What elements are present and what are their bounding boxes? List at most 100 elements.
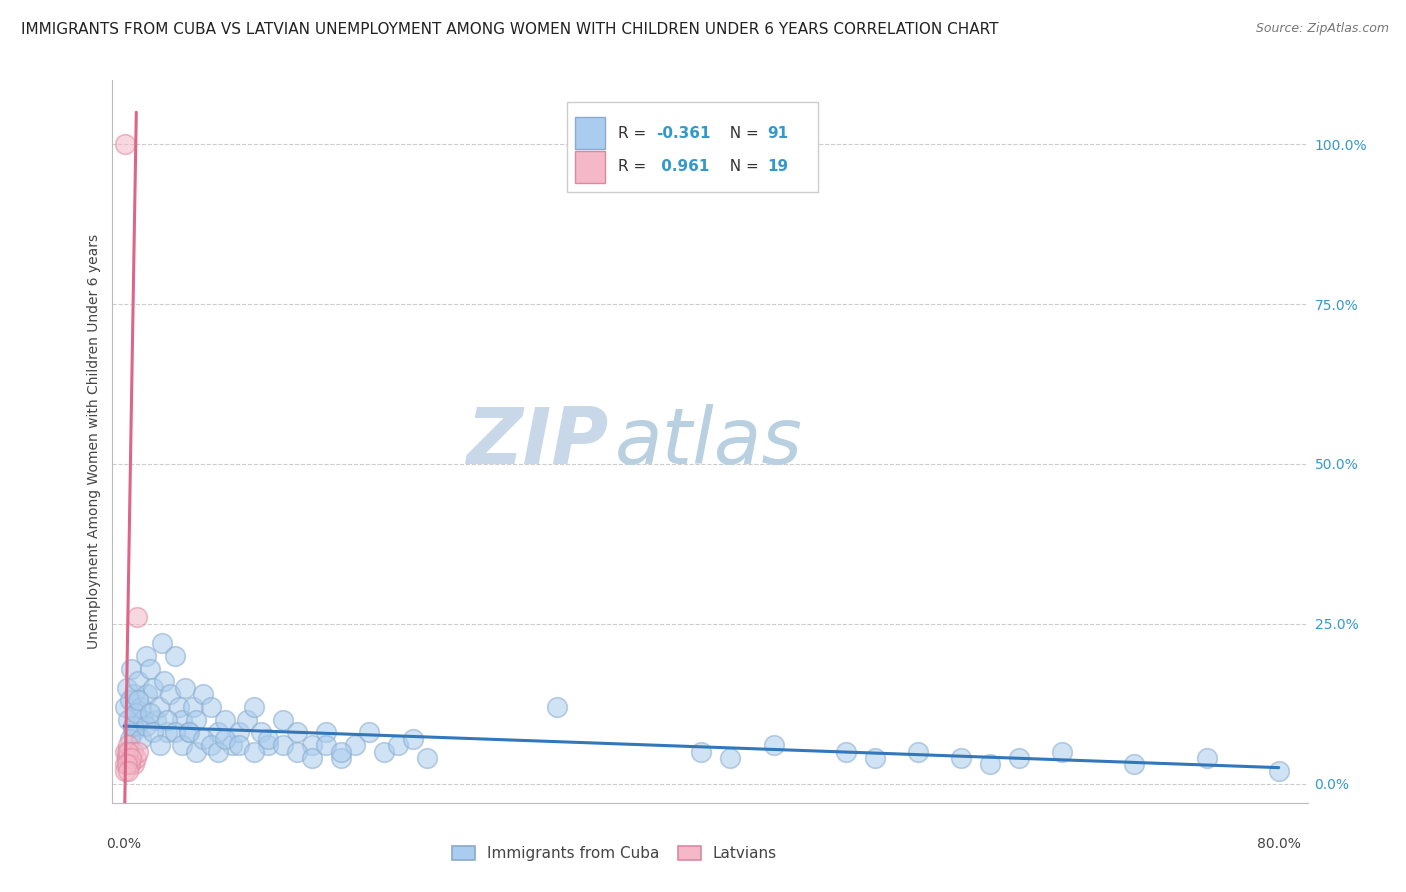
Point	[156, 713, 179, 727]
Text: 0.961: 0.961	[657, 160, 710, 175]
Point	[120, 751, 142, 765]
Point	[170, 713, 193, 727]
Point	[163, 648, 186, 663]
Point	[200, 699, 222, 714]
Point	[117, 745, 139, 759]
Point	[207, 745, 229, 759]
Point	[301, 751, 323, 765]
Point	[170, 738, 193, 752]
Point	[416, 751, 439, 765]
FancyBboxPatch shape	[567, 102, 818, 193]
Point	[863, 751, 886, 765]
Text: 91: 91	[768, 126, 789, 141]
Point	[153, 674, 176, 689]
Point	[315, 725, 337, 739]
Point	[114, 764, 136, 778]
Point	[271, 713, 294, 727]
Point	[127, 693, 149, 707]
Point	[118, 693, 141, 707]
Y-axis label: Unemployment Among Women with Children Under 6 years: Unemployment Among Women with Children U…	[87, 234, 101, 649]
Point	[114, 745, 136, 759]
Point	[114, 757, 136, 772]
Point	[762, 738, 785, 752]
Point	[122, 687, 145, 701]
Point	[121, 719, 143, 733]
Point	[127, 745, 149, 759]
Point	[834, 745, 856, 759]
Point	[150, 636, 173, 650]
Point	[228, 725, 250, 739]
Point	[250, 725, 273, 739]
Point	[167, 699, 190, 714]
Point	[117, 738, 139, 752]
Point	[193, 687, 215, 701]
Point	[139, 706, 162, 721]
Point	[114, 137, 136, 152]
Point	[124, 706, 146, 721]
Point	[221, 738, 243, 752]
Point	[402, 731, 425, 746]
Point	[200, 738, 222, 752]
Point	[243, 699, 266, 714]
Point	[121, 725, 143, 739]
Point	[979, 757, 1001, 772]
Text: R =: R =	[619, 160, 651, 175]
Point	[115, 751, 138, 765]
Point	[315, 738, 337, 752]
Point	[159, 687, 181, 701]
Text: IMMIGRANTS FROM CUBA VS LATVIAN UNEMPLOYMENT AMONG WOMEN WITH CHILDREN UNDER 6 Y: IMMIGRANTS FROM CUBA VS LATVIAN UNEMPLOY…	[21, 22, 998, 37]
Point	[136, 687, 159, 701]
Text: Source: ZipAtlas.com: Source: ZipAtlas.com	[1256, 22, 1389, 36]
Point	[118, 757, 141, 772]
Point	[163, 725, 186, 739]
Point	[207, 725, 229, 739]
Point	[1050, 745, 1073, 759]
Point	[214, 731, 236, 746]
Point	[285, 745, 308, 759]
Point	[122, 757, 145, 772]
Point	[135, 648, 157, 663]
Legend: Immigrants from Cuba, Latvians: Immigrants from Cuba, Latvians	[446, 839, 783, 867]
Point	[114, 699, 136, 714]
Point	[343, 738, 366, 752]
Text: atlas: atlas	[614, 403, 803, 480]
Point	[115, 745, 138, 759]
Point	[329, 751, 352, 765]
Point	[193, 731, 215, 746]
Point	[181, 699, 204, 714]
Point	[118, 731, 141, 746]
Point	[214, 713, 236, 727]
Point	[145, 713, 167, 727]
Point	[950, 751, 973, 765]
Point	[257, 738, 280, 752]
Point	[135, 719, 157, 733]
Point	[359, 725, 381, 739]
Point	[115, 757, 138, 772]
Point	[125, 719, 148, 733]
Point	[546, 699, 568, 714]
Text: ZIP: ZIP	[467, 403, 609, 480]
Point	[115, 681, 138, 695]
Point	[120, 751, 142, 765]
Point	[373, 745, 395, 759]
Point	[117, 713, 139, 727]
Point	[235, 713, 257, 727]
Point	[186, 713, 208, 727]
Point	[243, 745, 266, 759]
Point	[156, 725, 179, 739]
Point	[1195, 751, 1218, 765]
Point	[121, 745, 143, 759]
FancyBboxPatch shape	[575, 151, 605, 183]
Point	[142, 681, 165, 695]
Point	[285, 725, 308, 739]
Text: 0.0%: 0.0%	[107, 838, 142, 852]
Point	[690, 745, 713, 759]
Text: 80.0%: 80.0%	[1257, 838, 1301, 852]
Point	[257, 731, 280, 746]
Point	[177, 725, 200, 739]
Point	[148, 699, 170, 714]
Text: N =: N =	[720, 126, 763, 141]
Point	[1123, 757, 1146, 772]
Point	[177, 725, 200, 739]
Text: N =: N =	[720, 160, 763, 175]
